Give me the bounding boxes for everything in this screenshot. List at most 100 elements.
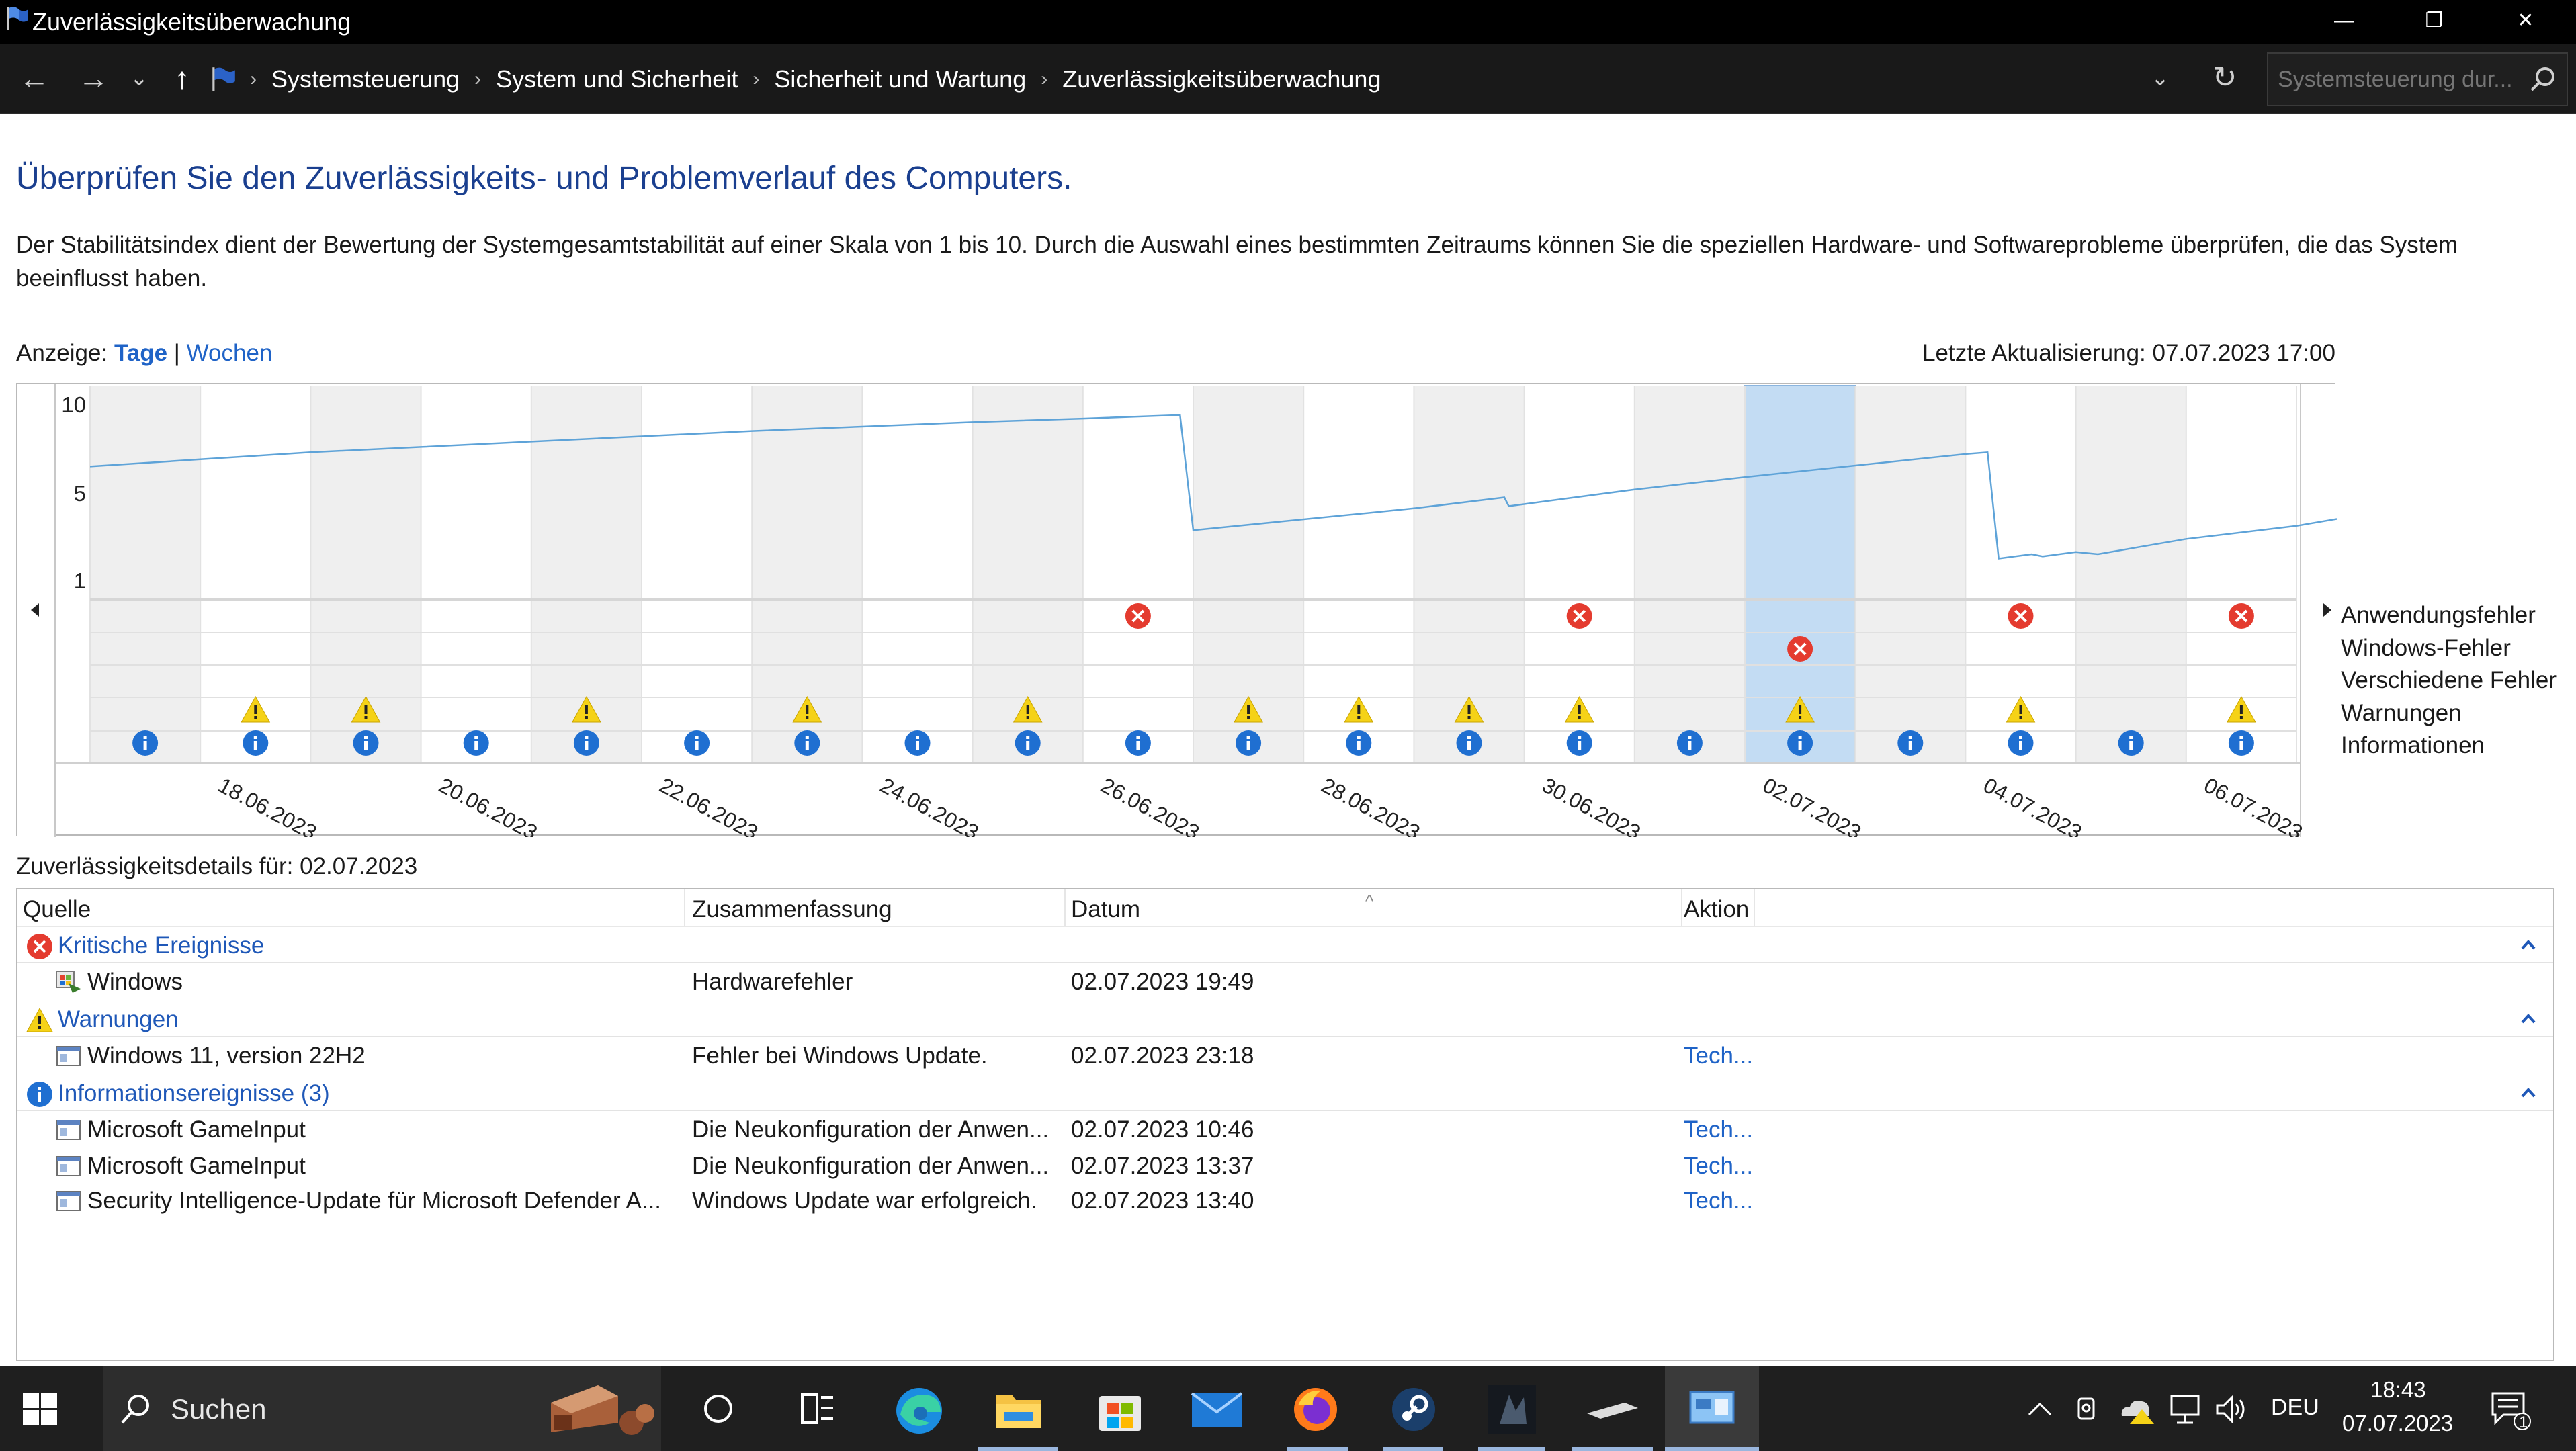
search-box[interactable] (2267, 52, 2568, 106)
warning-icon[interactable] (2227, 695, 2256, 723)
column-divider[interactable] (684, 889, 685, 926)
application-error-icon[interactable] (1125, 603, 1151, 629)
minimize-button[interactable]: — (2334, 9, 2354, 32)
warning-icon[interactable] (792, 695, 822, 723)
column-divider[interactable] (1754, 889, 1755, 926)
info-icon[interactable] (1456, 730, 1482, 756)
info-icon[interactable] (1346, 730, 1372, 756)
breadcrumb-zuverlaessigkeitsueberwachung[interactable]: Zuverlässigkeitsüberwachung (1062, 65, 1381, 93)
warning-icon[interactable] (1344, 695, 1374, 723)
search-input[interactable] (2278, 62, 2520, 97)
active-taskbar-button[interactable] (1665, 1366, 1759, 1451)
table-row[interactable]: Windows 11, version 22H2 Fehler bei Wind… (17, 1037, 2553, 1073)
warning-icon[interactable] (1785, 695, 1815, 723)
notification-center-icon[interactable] (2489, 1389, 2532, 1431)
application-error-icon[interactable] (2008, 603, 2034, 629)
warning-icon[interactable] (2006, 695, 2036, 723)
meet-now-icon[interactable] (2073, 1393, 2103, 1424)
table-row[interactable]: Security Intelligence-Update für Microso… (17, 1182, 2553, 1219)
info-icon[interactable] (573, 730, 599, 756)
info-icon[interactable] (1897, 730, 1924, 756)
microsoft-store-icon[interactable] (1097, 1387, 1144, 1434)
technical-details-link[interactable]: Tech... (1684, 1153, 1754, 1179)
table-row[interactable]: Microsoft GameInput Die Neukonfiguration… (17, 1111, 2553, 1147)
info-icon[interactable] (132, 730, 159, 756)
widgets-icon[interactable] (800, 1392, 836, 1425)
restore-button[interactable]: ❐ (2425, 9, 2444, 32)
table-row[interactable]: Windows Hardwarefehler 02.07.2023 19:49 (17, 963, 2553, 1000)
network-icon[interactable] (2169, 1393, 2204, 1425)
file-explorer-icon[interactable] (994, 1388, 1043, 1431)
up-arrow-icon[interactable]: ↑ (174, 60, 190, 95)
show-hidden-icons-chevron-icon[interactable] (2026, 1396, 2053, 1423)
info-icon[interactable] (2118, 730, 2144, 756)
warning-icon[interactable] (1564, 695, 1594, 723)
search-icon[interactable] (2526, 63, 2559, 95)
application-error-icon[interactable] (2228, 603, 2254, 629)
collapse-chevron-icon[interactable] (2517, 934, 2540, 957)
column-header-action[interactable]: Aktion (1684, 896, 1750, 922)
reliability-chart-svg[interactable]: 10 5 1 18.06.2023 20.06.2023 22.06.2023 24.06.… (17, 384, 2337, 837)
windows-error-icon[interactable] (1787, 636, 1813, 662)
close-button[interactable]: ✕ (2517, 9, 2534, 32)
view-weeks-link[interactable]: Wochen (186, 340, 273, 366)
info-icon[interactable] (463, 730, 489, 756)
info-icon[interactable] (1236, 730, 1262, 756)
collapse-chevron-icon[interactable] (2517, 1082, 2540, 1104)
technical-details-link[interactable]: Tech... (1684, 1116, 1754, 1143)
task-view-circle-icon[interactable] (701, 1392, 735, 1425)
group-header-warnings[interactable]: Warnungen (17, 1001, 2553, 1037)
info-icon[interactable] (353, 730, 379, 756)
reliability-chart[interactable]: 10 5 1 18.06.2023 20.06.2023 22.06.2023 24.06.… (16, 383, 2337, 837)
address-dropdown-chevron-icon[interactable]: ⌄ (2150, 65, 2170, 91)
warning-icon[interactable] (351, 695, 381, 723)
info-icon[interactable] (1566, 730, 1592, 756)
mail-icon[interactable] (1191, 1389, 1243, 1430)
collapse-chevron-icon[interactable] (2517, 1008, 2540, 1030)
column-header-source[interactable]: Quelle (23, 896, 91, 922)
back-arrow-icon[interactable]: ← (19, 60, 50, 95)
breadcrumb-system-und-sicherheit[interactable]: System und Sicherheit (496, 65, 738, 93)
info-icon[interactable] (794, 730, 820, 756)
warning-icon[interactable] (1454, 695, 1484, 723)
scroll-right-arrow-icon[interactable] (2323, 603, 2331, 617)
view-days-link[interactable]: Tage (114, 340, 168, 366)
taskbar-search[interactable]: Suchen (103, 1366, 661, 1451)
column-header-date[interactable]: Datum (1071, 896, 1141, 922)
scroll-left-arrow-icon[interactable] (31, 603, 39, 617)
refresh-icon[interactable]: ↻ (2212, 61, 2237, 94)
application-error-icon[interactable] (1566, 603, 1592, 629)
info-icon[interactable] (1125, 730, 1151, 756)
warning-icon[interactable] (572, 695, 601, 723)
warning-icon[interactable] (241, 695, 271, 723)
windows-start-icon[interactable] (23, 1393, 58, 1425)
group-header-critical[interactable]: Kritische Ereignisse (17, 927, 2553, 963)
recent-locations-chevron-icon[interactable]: ⌄ (129, 65, 149, 91)
edge-browser-icon[interactable] (894, 1385, 945, 1436)
forward-arrow-icon[interactable]: → (78, 60, 109, 95)
table-row[interactable]: Microsoft GameInput Die Neukonfiguration… (17, 1147, 2553, 1184)
info-icon[interactable] (2228, 730, 2254, 756)
language-indicator[interactable]: DEU (2271, 1395, 2319, 1420)
firefox-icon[interactable] (1291, 1385, 1340, 1434)
info-icon[interactable] (1676, 730, 1703, 756)
breadcrumb-systemsteuerung[interactable]: Systemsteuerung (271, 65, 460, 93)
onedrive-warning-icon[interactable] (2118, 1393, 2155, 1425)
clock-date[interactable]: 07.07.2023 (2342, 1411, 2454, 1436)
game-app-icon[interactable] (1486, 1384, 1537, 1435)
column-divider[interactable] (1681, 889, 1682, 926)
breadcrumb-sicherheit-und-wartung[interactable]: Sicherheit und Wartung (774, 65, 1027, 93)
technical-details-link[interactable]: Tech... (1684, 1188, 1754, 1214)
clock-time[interactable]: 18:43 (2370, 1377, 2426, 1402)
info-icon[interactable] (2008, 730, 2034, 756)
warning-icon[interactable] (1013, 695, 1043, 723)
technical-details-link[interactable]: Tech... (1684, 1043, 1754, 1069)
info-icon[interactable] (1015, 730, 1041, 756)
info-icon[interactable] (243, 730, 269, 756)
info-icon[interactable] (1787, 730, 1813, 756)
volume-icon[interactable] (2215, 1393, 2249, 1425)
steam-icon[interactable] (1389, 1385, 1438, 1434)
surface-app-icon[interactable] (1584, 1396, 1641, 1423)
info-icon[interactable] (684, 730, 710, 756)
info-icon[interactable] (904, 730, 931, 756)
